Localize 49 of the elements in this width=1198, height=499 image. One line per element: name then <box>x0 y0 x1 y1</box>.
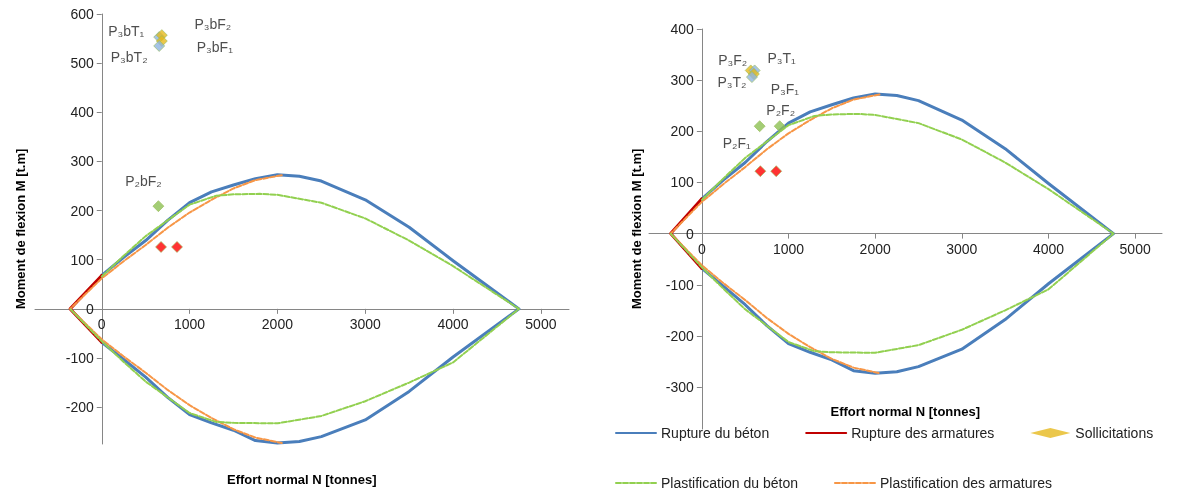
legend-label: Plastification du béton <box>661 475 798 491</box>
legend-label: Sollicitations <box>1075 425 1154 441</box>
x-tick-label: 4000 <box>1032 240 1065 257</box>
x-tick-label: 5000 <box>525 315 557 332</box>
legend-label: Rupture des armatures <box>851 425 995 441</box>
annotation: P₃F₂ <box>718 52 748 69</box>
x-axis-title: Effort normal N [tonnes] <box>830 404 980 419</box>
y-tick-label: 600 <box>70 6 94 22</box>
y-tick-label: -200 <box>65 399 94 416</box>
y-tick-label: 0 <box>85 300 94 317</box>
x-tick-label: 3000 <box>349 315 382 332</box>
annotation: P₂F₂ <box>766 102 796 119</box>
y-axis-title: Moment de flexion M [t.m] <box>13 148 28 309</box>
x-tick-label: 3000 <box>946 240 978 257</box>
annotation: P₃bF₂ <box>194 16 232 33</box>
y-tick-label: 0 <box>686 225 695 242</box>
x-tick-label: 1000 <box>772 240 805 257</box>
y-tick-label: 500 <box>70 55 94 72</box>
y-tick-label: 300 <box>670 72 695 89</box>
x-tick-label: 1000 <box>174 315 206 332</box>
y-tick-label: -300 <box>665 379 695 396</box>
y-tick-label: 400 <box>70 104 94 121</box>
y-tick-label: 400 <box>670 21 695 37</box>
y-tick-label: -100 <box>65 350 94 366</box>
y-tick-label: -200 <box>665 327 695 344</box>
x-tick-label: 2000 <box>859 240 891 257</box>
legend-label: Plastification des armatures <box>879 475 1052 491</box>
x-tick-label: 0 <box>97 315 106 332</box>
annotation: P₃bT₂ <box>110 48 148 65</box>
annotation: P₃T₁ <box>767 50 797 67</box>
x-tick-label: 2000 <box>261 315 294 332</box>
x-tick-label: 4000 <box>437 315 469 332</box>
y-tick-label: 300 <box>70 153 94 170</box>
x-axis-title: Effort normal N [tonnes] <box>227 472 377 487</box>
annotation: P₃T₂ <box>717 74 747 91</box>
annotation: P₃bF₁ <box>196 39 234 56</box>
annotation: P₃F₁ <box>770 81 800 98</box>
x-tick-label: 0 <box>697 240 706 257</box>
y-tick-label: 100 <box>670 174 695 191</box>
y-tick-label: 200 <box>70 202 94 219</box>
annotation: P₂bF₂ <box>125 173 162 190</box>
y-tick-label: 200 <box>670 123 695 140</box>
y-tick-label: -100 <box>665 276 695 293</box>
y-tick-label: 100 <box>70 251 94 268</box>
x-tick-label: 5000 <box>1119 240 1151 257</box>
y-axis-title: Moment de flexion M [t.m] <box>629 148 644 309</box>
annotation: P₂F₁ <box>722 135 751 152</box>
annotation: P₃bT₁ <box>108 23 145 40</box>
legend-label: Rupture du béton <box>661 425 770 441</box>
